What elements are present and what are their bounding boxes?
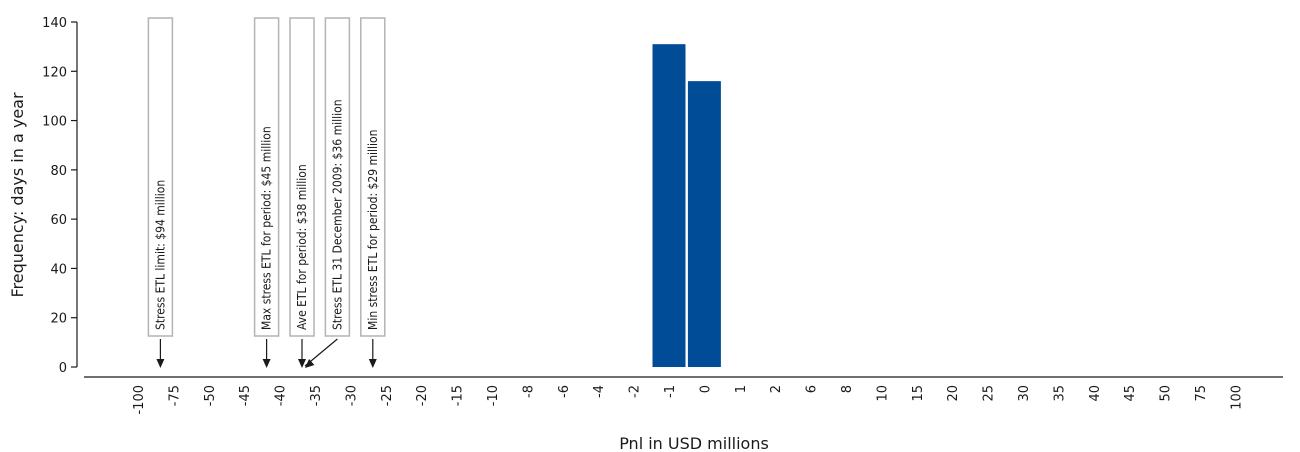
- x-tick-label: -75: [167, 385, 182, 406]
- annotation-box: [289, 17, 315, 337]
- annotation: Stress ETL 31 December 2009: $36 million: [304, 17, 351, 368]
- x-tick-label: 10: [875, 385, 890, 402]
- x-tick-label: 100: [1229, 385, 1244, 410]
- x-tick-label: 1: [734, 385, 749, 393]
- x-tick-label: 15: [911, 385, 926, 402]
- x-tick-label: 50: [1159, 385, 1174, 402]
- x-tick-label: -25: [380, 385, 395, 406]
- x-tick-label: -4: [592, 385, 607, 398]
- arrow-head: [156, 359, 165, 368]
- x-tick-label: -20: [415, 385, 430, 406]
- annotation-label: Min stress ETL for period: $29 million: [366, 129, 380, 330]
- x-tick-label: -10: [486, 385, 501, 406]
- arrow-head: [262, 359, 271, 368]
- arrow-head: [298, 359, 306, 368]
- x-tick-label: 35: [1052, 385, 1067, 402]
- x-tick-label: 20: [946, 385, 961, 402]
- x-tick-label: -15: [451, 385, 466, 406]
- x-tick-label: 40: [1088, 385, 1103, 402]
- x-axis-title: Pnl in USD millions: [619, 434, 769, 452]
- x-tick-label: 75: [1194, 385, 1209, 402]
- x-tick-label: -40: [274, 385, 289, 406]
- x-tick-label: -8: [521, 385, 536, 398]
- bar: [687, 81, 721, 368]
- x-tick-label: -2: [628, 385, 643, 398]
- x-tick-label: 30: [1017, 385, 1032, 402]
- x-tick-label: -35: [309, 385, 324, 406]
- bars: [652, 44, 721, 368]
- y-tick-label: 40: [50, 262, 67, 277]
- annotation: Max stress ETL for period: $45 million: [253, 17, 280, 368]
- y-axis-title: Frequency: days in a year: [8, 92, 27, 298]
- annotation-label: Max stress ETL for period: $45 million: [260, 126, 274, 330]
- x-tick-label: -30: [344, 385, 359, 406]
- annotations: Stress ETL limit: $94 million Max stress …: [147, 17, 386, 368]
- x-tick-label: 45: [1123, 385, 1138, 402]
- annotation-box: [360, 17, 386, 337]
- y-tick-label: 0: [59, 361, 67, 376]
- y-tick-label: 80: [50, 164, 67, 179]
- x-tick-label: -100: [132, 385, 147, 415]
- bar: [652, 44, 686, 368]
- x-tick-label: -1: [663, 385, 678, 398]
- annotation-box: [147, 17, 174, 337]
- arrow-head: [305, 359, 315, 368]
- annotation: Min stress ETL for period: $29 million: [360, 17, 386, 368]
- annotation-box: [324, 17, 351, 337]
- annotation: Stress ETL limit: $94 million: [147, 17, 174, 368]
- x-tick-label: 6: [805, 385, 820, 393]
- y-tick-label: 140: [42, 16, 67, 31]
- x-tick-label: 2: [769, 385, 784, 393]
- x-tick-label: -45: [238, 385, 253, 406]
- x-axis: -100 -75 -50 -45 -40 -35 -30 -25 -20 -15 -10 -8 -6 -4…: [84, 376, 1283, 415]
- annotation-box: [253, 17, 280, 337]
- x-tick-label: 0: [698, 385, 713, 393]
- x-tick-label: 8: [840, 385, 855, 393]
- annotation-label: Stress ETL limit: $94 million: [153, 180, 167, 330]
- x-tick-label: -6: [557, 385, 572, 398]
- y-axis: 0 20 40 60 80 100 120 140: [42, 16, 78, 376]
- y-tick-label: 120: [42, 65, 67, 80]
- annotation: Ave ETL for period: $38 million: [289, 17, 315, 368]
- annotation-label: Ave ETL for period: $38 million: [295, 164, 309, 330]
- y-tick-label: 60: [50, 213, 67, 228]
- x-tick-label: -50: [203, 385, 218, 406]
- y-tick-label: 100: [42, 115, 67, 130]
- annotation-label: Stress ETL 31 December 2009: $36 million: [330, 99, 344, 330]
- x-tick-label: 25: [982, 385, 997, 402]
- arrow-head: [368, 359, 377, 368]
- y-tick-label: 20: [50, 312, 67, 327]
